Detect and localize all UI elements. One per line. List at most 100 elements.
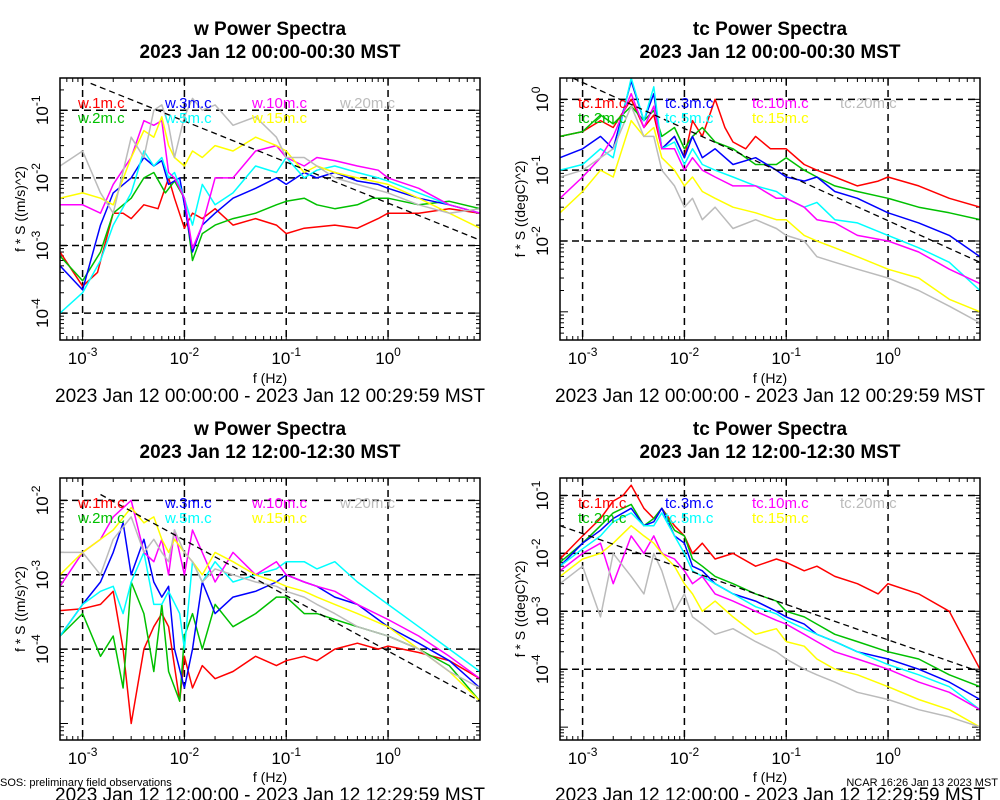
- x-tick-label: 10-2: [670, 745, 700, 768]
- x-axis-label: f (Hz): [253, 370, 287, 386]
- reference-slope-line: [572, 78, 980, 263]
- y-tick-label: 10-1: [529, 480, 552, 510]
- x-tick-label: 10-1: [771, 345, 801, 368]
- legend-label-tc.5m.c: tc.5m.c: [665, 110, 714, 127]
- series-line-tc.15m.c: [560, 524, 980, 728]
- legend-label-tc.20m.c: tc.20m.c: [840, 95, 897, 112]
- legend-label-tc.15m.c: tc.15m.c: [752, 510, 809, 527]
- x-tick-label: 10-2: [170, 345, 200, 368]
- svg-text:10-3: 10-3: [29, 560, 52, 590]
- y-tick-label: 10-4: [529, 654, 552, 684]
- svg-text:10-1: 10-1: [271, 345, 301, 368]
- reference-slope-line: [560, 525, 980, 673]
- svg-text:10-1: 10-1: [29, 95, 52, 125]
- svg-text:10-3: 10-3: [529, 596, 552, 626]
- x-tick-label: 10-3: [68, 745, 98, 768]
- time-range-label: 2023 Jan 12 12:00:00 - 2023 Jan 12 12:29…: [55, 785, 485, 800]
- svg-text:10-2: 10-2: [170, 345, 200, 368]
- series-line-w.20m.c: [60, 97, 480, 214]
- svg-text:10-2: 10-2: [170, 745, 200, 768]
- svg-text:100: 100: [875, 345, 901, 368]
- legend-label-w.2m.c: w.2m.c: [77, 510, 125, 527]
- series-line-tc.5m.c: [560, 78, 980, 292]
- x-tick-label: 10-1: [271, 345, 301, 368]
- legend-label-tc.3m.c: tc.3m.c: [665, 495, 714, 512]
- svg-text:10-4: 10-4: [29, 298, 52, 328]
- x-axis-label: f (Hz): [253, 769, 287, 785]
- svg-text:100: 100: [375, 745, 401, 768]
- time-range-label: 2023 Jan 12 00:00:00 - 2023 Jan 12 00:29…: [555, 386, 985, 407]
- y-tick-label: 10-2: [529, 226, 552, 256]
- legend-label-w.10m.c: w.10m.c: [251, 95, 308, 112]
- y-axis-label: f * S ((degC)^2): [512, 161, 528, 258]
- legend-label-tc.5m.c: tc.5m.c: [665, 510, 714, 527]
- x-axis-label: f (Hz): [753, 370, 787, 386]
- x-tick-label: 100: [875, 345, 901, 368]
- footer-note: SOS: preliminary field observations: [0, 777, 172, 789]
- series-line-tc.2m.c: [560, 503, 980, 688]
- legend-label-tc.2m.c: tc.2m.c: [578, 110, 627, 127]
- y-tick-label: 10-1: [29, 95, 52, 125]
- series-line-tc.5m.c: [560, 512, 980, 711]
- y-tick-label: 10-2: [29, 163, 52, 193]
- x-tick-label: 10-1: [271, 745, 301, 768]
- chart-subtitle: 2023 Jan 12 12:00-12:30 MST: [640, 442, 901, 463]
- svg-text:10-2: 10-2: [529, 226, 552, 256]
- x-tick-label: 100: [875, 745, 901, 768]
- chart-title: tc Power Spectra: [693, 419, 848, 440]
- y-axis-label: f * S ((m/s)^2): [12, 166, 28, 252]
- svg-text:10-1: 10-1: [529, 480, 552, 510]
- legend-label-w.20m.c: w.20m.c: [339, 95, 396, 112]
- series-line-tc.10m.c: [560, 535, 980, 711]
- legend-label-tc.10m.c: tc.10m.c: [752, 95, 809, 112]
- svg-text:100: 100: [375, 345, 401, 368]
- chart-subtitle: 2023 Jan 12 00:00-00:30 MST: [140, 42, 401, 63]
- series-group: [60, 97, 480, 314]
- svg-text:10-2: 10-2: [529, 538, 552, 568]
- y-tick-label: 10-3: [29, 560, 52, 590]
- x-tick-label: 100: [375, 745, 401, 768]
- series-group: [60, 499, 480, 725]
- x-tick-label: 10-3: [568, 345, 598, 368]
- legend-label-w.5m.c: w.5m.c: [164, 510, 212, 527]
- series-line-tc.1m.c: [560, 484, 980, 670]
- legend-label-w.10m.c: w.10m.c: [251, 495, 308, 512]
- x-tick-label: 10-2: [670, 345, 700, 368]
- series-line-tc.15m.c: [560, 119, 980, 313]
- time-range-label: 2023 Jan 12 00:00:00 - 2023 Jan 12 00:29…: [55, 386, 485, 407]
- reference-slope-line: [100, 493, 480, 702]
- legend-label-tc.10m.c: tc.10m.c: [752, 495, 809, 512]
- svg-text:10-2: 10-2: [29, 163, 52, 193]
- legend-label-tc.3m.c: tc.3m.c: [665, 95, 714, 112]
- footer-timestamp: NCAR 16:26 Jan 13 2023 MST: [846, 777, 998, 789]
- legend-label-tc.1m.c: tc.1m.c: [578, 95, 627, 112]
- y-tick-label: 10-4: [29, 634, 52, 664]
- series-line-tc.20m.c: [560, 105, 980, 324]
- y-tick-label: 10-2: [529, 538, 552, 568]
- x-tick-label: 10-3: [68, 345, 98, 368]
- svg-text:10-3: 10-3: [568, 345, 598, 368]
- svg-text:100: 100: [529, 86, 552, 112]
- legend-label-tc.2m.c: tc.2m.c: [578, 510, 627, 527]
- series-line-w.15m.c: [60, 116, 480, 229]
- x-tick-label: 10-2: [170, 745, 200, 768]
- series-line-w.5m.c: [60, 150, 480, 314]
- plot-frame: [59, 77, 481, 341]
- legend-label-w.3m.c: w.3m.c: [164, 495, 212, 512]
- legend-label-w.2m.c: w.2m.c: [77, 110, 125, 127]
- legend-label-w.3m.c: w.3m.c: [164, 95, 212, 112]
- svg-text:10-1: 10-1: [771, 345, 801, 368]
- legend-label-w.15m.c: w.15m.c: [251, 110, 308, 127]
- y-tick-label: 10-4: [29, 298, 52, 328]
- series-line-w.3m.c: [60, 156, 480, 291]
- svg-text:10-4: 10-4: [529, 654, 552, 684]
- legend-label-w.15m.c: w.15m.c: [251, 510, 308, 527]
- svg-text:10-1: 10-1: [771, 745, 801, 768]
- svg-text:10-4: 10-4: [29, 634, 52, 664]
- time-range-label: 2023 Jan 12 12:00:00 - 2023 Jan 12 12:29…: [555, 785, 985, 800]
- y-tick-label: 10-1: [529, 155, 552, 185]
- plot-frame: [559, 77, 981, 341]
- svg-text:100: 100: [875, 745, 901, 768]
